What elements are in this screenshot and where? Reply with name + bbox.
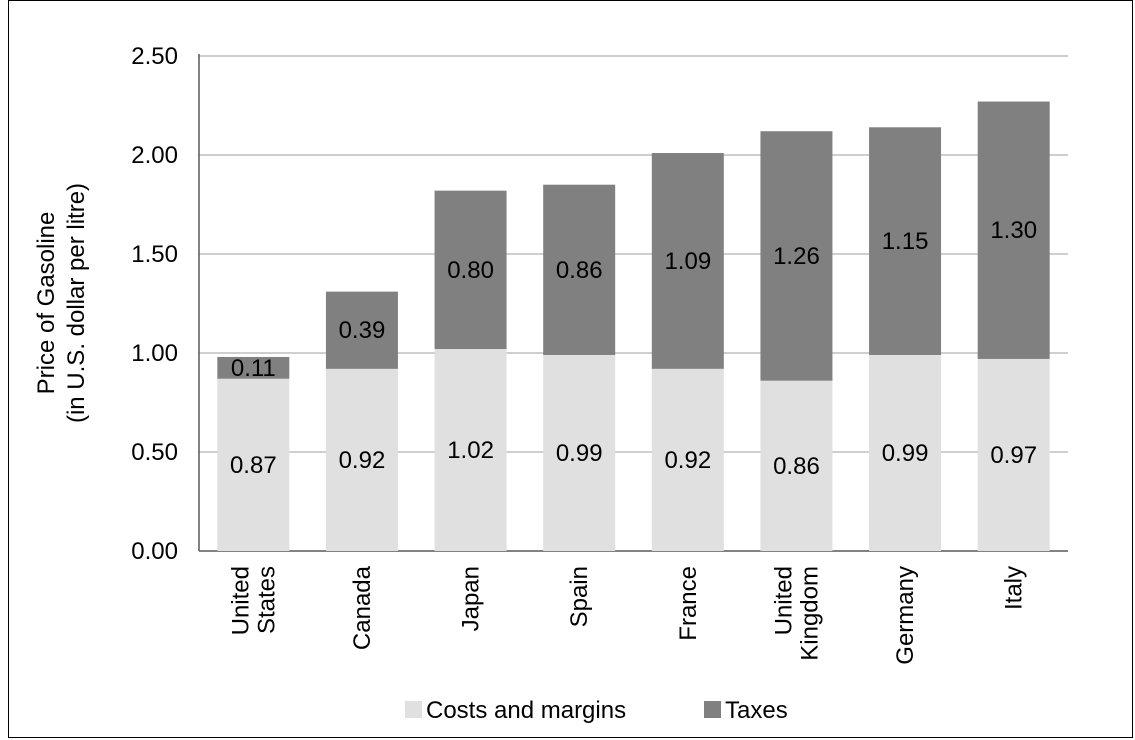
x-tick-label-line: Kingdom [796,566,823,661]
bar-taxes [977,101,1050,359]
data-label-taxes: 0.86 [556,257,603,284]
y-axis-title: Price of Gasoline [33,212,60,395]
x-tick-label-line: States [253,566,280,634]
data-label-taxes: 1.30 [990,217,1037,244]
data-label-taxes: 0.39 [339,317,386,344]
bar-taxes [760,131,833,381]
x-tick-label: United Kingdom [770,566,823,661]
bar-taxes [325,291,398,369]
data-label-costs: 0.92 [339,447,386,474]
y-tick-label: 2.00 [131,142,178,169]
y-axis-title: (in U.S. dollar per litre) [63,183,90,423]
y-tick-label: 0.50 [131,439,178,466]
bar-costs [325,368,398,551]
data-label-taxes: 0.11 [231,355,276,382]
x-tick-label: Canada [349,565,376,650]
y-tick-label: 0.00 [131,538,178,565]
legend-swatch-taxes [704,701,721,718]
x-tick-label-line: United [227,566,254,635]
x-tick-label-line: Italy [1001,566,1028,610]
y-tick-label: 1.50 [131,241,178,268]
x-tick-label-line: France [675,566,702,641]
y-tick-label: 2.50 [131,43,178,70]
data-label-taxes: 0.80 [447,257,494,284]
y-tick-label: 1.00 [131,340,178,367]
x-tick-label-line: Spain [566,566,593,627]
x-tick-label: Japan [458,566,485,631]
bar-costs [760,380,833,551]
legend-label-costs: Costs and margins [426,697,626,724]
bar-costs [217,378,290,551]
x-tick-label: Germany [892,566,919,665]
data-label-costs: 1.02 [447,437,494,464]
x-tick-label: Spain [566,566,593,627]
data-label-costs: 0.99 [556,440,603,467]
data-label-costs: 0.87 [230,452,277,479]
data-label-taxes: 1.15 [882,228,929,255]
bar-taxes [434,190,507,350]
bar-costs [543,354,616,551]
data-label-taxes: 1.09 [664,248,711,275]
x-tick-label-line: United [770,566,797,635]
bar-costs [434,349,507,551]
bar-taxes [651,153,724,369]
data-label-costs: 0.97 [990,442,1037,469]
data-label-costs: 0.99 [882,440,929,467]
x-tick-label-line: Canada [349,565,376,650]
bar-costs [869,354,942,551]
x-tick-label: France [675,566,702,641]
data-label-taxes: 1.26 [773,243,820,270]
x-tick-label: Italy [1001,566,1028,610]
x-tick-label-line: Germany [892,566,919,665]
legend-swatch-costs [405,701,422,718]
x-tick-label: United States [227,566,280,635]
bar-taxes [543,184,616,355]
data-label-costs: 0.86 [773,453,820,480]
bar-taxes [217,356,290,379]
bar-costs [977,358,1050,551]
legend-label-taxes: Taxes [725,697,788,724]
bar-costs [651,368,724,551]
data-label-costs: 0.92 [664,447,711,474]
x-tick-label-line: Japan [458,566,485,631]
bar-taxes [869,127,942,355]
